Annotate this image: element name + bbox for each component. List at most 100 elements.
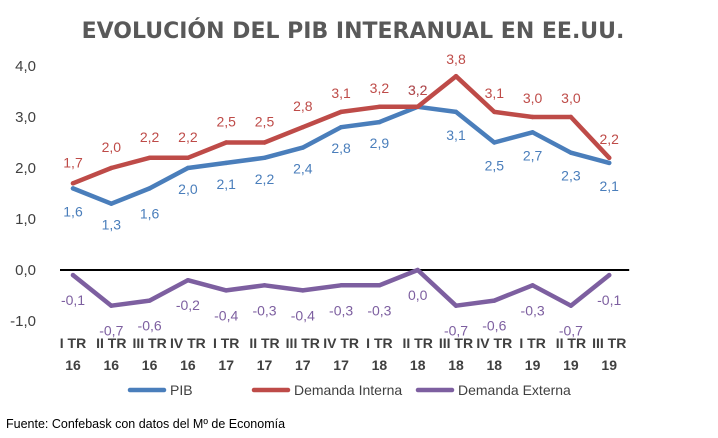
data-label-demanda-externa: -0,3 [252,302,276,318]
x-tick-quarter: III TR [439,335,473,351]
data-label-demanda-externa: -0,1 [597,292,621,308]
legend-label-pib: PIB [170,382,193,398]
x-tick-quarter: IV TR [323,335,359,351]
data-label-pib: 2,1 [599,178,619,194]
data-label-demanda-interna: 1,7 [63,154,83,170]
x-tick-year: 17 [333,357,349,373]
data-point-pib [492,140,497,145]
data-label-demanda-interna: 3,8 [446,51,466,67]
x-tick-quarter: I TR [60,335,86,351]
data-point-demanda-interna [147,155,152,160]
data-label-pib: 2,8 [331,140,351,156]
data-point-demanda-interna [70,181,76,186]
data-point-demanda-interna [224,140,229,145]
data-point-demanda-interna [492,109,497,115]
data-point-demanda-externa [377,283,382,288]
data-label-demanda-interna: 3,0 [523,90,543,106]
x-tick-year: 17 [257,357,273,373]
x-tick-year: 19 [601,357,617,373]
series-layer [70,73,612,308]
data-label-demanda-externa: -0,7 [559,323,583,339]
y-tick-label: 1,0 [15,211,36,228]
data-point-demanda-externa [415,267,420,273]
x-tick-quarter: II TR [96,335,126,351]
data-label-pib: 2,4 [293,161,313,177]
data-label-demanda-interna: 2,2 [140,129,160,145]
x-tick-year: 16 [65,357,81,373]
y-tick-label: 3,0 [15,109,36,126]
data-label-demanda-interna: 2,0 [102,139,122,155]
data-label-pib: 2,1 [216,176,236,192]
data-point-pib [262,155,267,160]
chart-title: EVOLUCIÓN DEL PIB INTERANUAL EN EE.UU. [82,18,625,44]
x-tick-year: 19 [563,357,579,373]
x-tick-year: 18 [448,357,464,373]
x-tick-quarter: II TR [249,335,279,351]
data-point-demanda-externa [338,283,344,288]
data-label-pib: 2,2 [255,171,275,187]
data-label-demanda-interna: 3,0 [561,90,581,106]
y-tick-label: 2,0 [15,160,36,177]
data-point-demanda-externa [109,303,114,308]
data-label-demanda-externa: -0,6 [482,318,506,334]
data-point-demanda-interna [530,114,535,120]
data-point-pib [377,119,382,125]
data-point-demanda-externa [147,298,152,303]
data-label-pib: 2,0 [178,181,198,197]
x-tick-year: 17 [295,357,311,373]
data-point-pib [185,165,191,171]
data-point-demanda-interna [338,109,344,115]
data-label-demanda-externa: -0,1 [61,292,85,308]
data-label-demanda-externa: -0,4 [291,307,315,323]
data-point-demanda-interna [185,155,191,160]
legend-label-demanda-interna: Demanda Interna [294,382,402,398]
data-point-pib [607,160,612,166]
data-point-demanda-externa [70,272,76,278]
data-label-pib: 1,6 [63,203,83,219]
x-tick-quarter: I TR [519,335,545,351]
x-tick-year: 19 [525,357,541,373]
data-label-pib: 2,7 [523,147,543,163]
x-tick-year: 18 [372,357,388,373]
data-point-demanda-externa [453,303,459,308]
x-tick-year: 16 [180,357,196,373]
data-point-demanda-externa [262,283,267,288]
data-point-demanda-externa [185,278,191,283]
x-tick-year: 16 [104,357,120,373]
x-tick-quarter: IV TR [170,335,206,351]
data-label-demanda-interna: 3,1 [331,85,351,101]
data-label-demanda-externa: -0,2 [176,297,200,313]
data-label-demanda-interna: 2,8 [293,98,313,114]
data-point-demanda-interna [300,125,305,130]
data-label-demanda-externa: -0,4 [214,307,238,323]
y-tick-label: 4,0 [15,58,36,75]
data-point-pib [70,186,76,191]
data-point-demanda-externa [530,283,535,288]
data-point-demanda-interna [607,155,612,160]
y-tick-label: 0,0 [15,262,36,279]
data-label-pib: 3,2 [408,82,428,98]
data-point-pib [453,109,459,115]
series-line-demanda-externa [70,267,612,308]
data-point-pib [530,130,535,135]
data-label-demanda-externa: 0,0 [408,287,428,303]
data-point-demanda-externa [568,303,574,308]
legend-label-demanda-externa: Demanda Externa [458,382,571,398]
legend: PIB Demanda Interna Demanda Externa [127,382,571,398]
data-label-demanda-externa: -0,3 [521,302,545,318]
data-label-demanda-externa: -0,3 [367,302,391,318]
data-label-demanda-interna: 3,2 [408,82,428,98]
data-labels: 1,6 1,3 1,6 2,0 2,1 2,2 2,4 2,8 2,9 3,2 3,1 2,5 2,7 2… [61,51,622,339]
data-point-demanda-interna [377,104,382,110]
data-label-demanda-interna: 3,2 [370,80,390,96]
data-point-pib [147,186,152,191]
x-tick-quarter: I TR [366,335,392,351]
data-point-pib [300,145,305,150]
data-point-demanda-interna [262,140,267,145]
x-tick-year: 18 [410,357,426,373]
data-label-demanda-externa: -0,7 [444,323,468,339]
data-label-pib: 2,5 [485,158,505,174]
data-label-demanda-interna: 2,2 [599,131,619,147]
data-label-demanda-externa: -0,6 [138,318,162,334]
